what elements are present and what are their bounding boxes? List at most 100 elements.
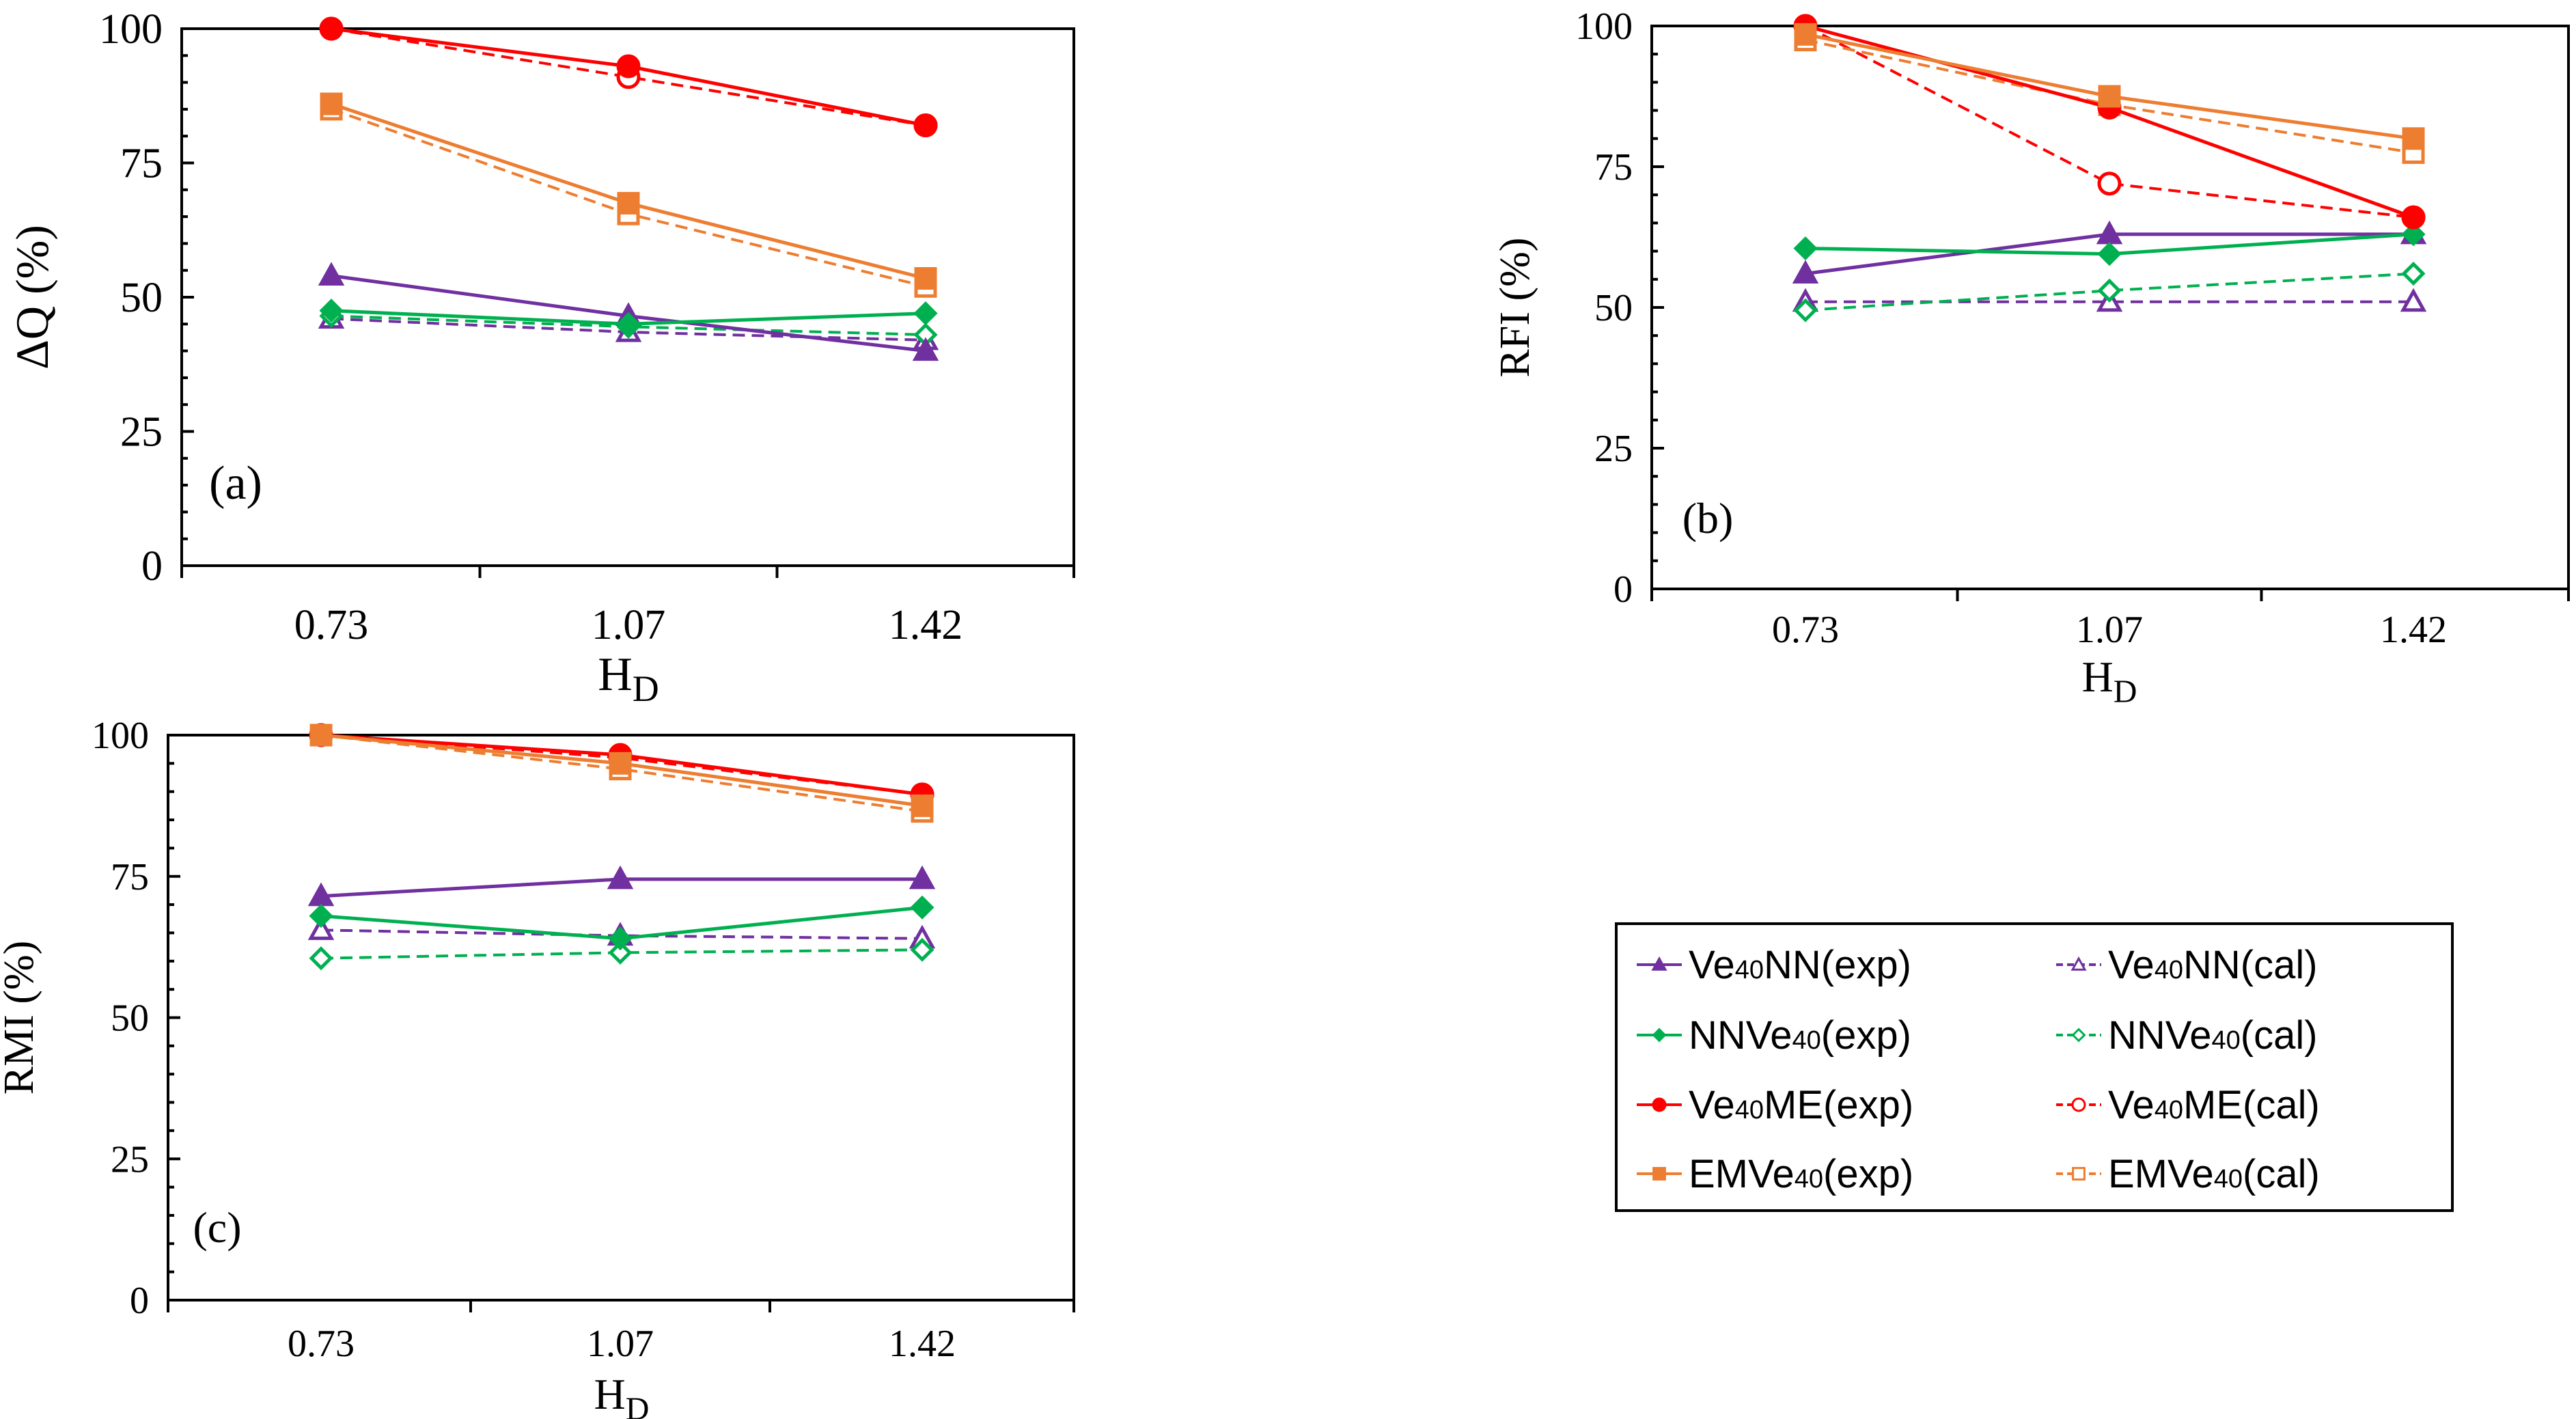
series-line — [320, 948, 923, 960]
legend-swatch-marker — [1652, 1097, 1667, 1112]
y-tick-label: 0 — [1614, 568, 1633, 611]
data-point — [607, 865, 634, 890]
y-tick-label: 75 — [120, 141, 163, 187]
series-line — [1805, 25, 2414, 219]
panel-label: (b) — [1682, 494, 1734, 542]
data-point — [2401, 222, 2426, 247]
data-point — [609, 752, 632, 775]
data-point — [911, 794, 934, 817]
y-tick-label: 100 — [99, 6, 163, 53]
data-point — [913, 113, 938, 137]
series-NNVe40-exp — [1793, 222, 2426, 266]
x-axis-title: HD — [2082, 652, 2137, 710]
chart-panel-3: 0 25 50 75 100 0.73 1.07 1.42 HD RMI (%) (c) — [0, 715, 1075, 1419]
panel-label: (a) — [209, 457, 262, 510]
y-tick-label: 50 — [111, 997, 149, 1040]
series-EMVe40-exp — [320, 92, 937, 290]
x-tick-label: 1.07 — [587, 1323, 654, 1365]
data-point — [2400, 288, 2427, 312]
data-point — [914, 266, 937, 290]
legend-label: NNVe40(exp) — [1689, 1013, 1911, 1058]
data-point — [1792, 260, 1819, 284]
x-tick-label: 1.42 — [889, 602, 963, 648]
x-axis-title: HD — [598, 648, 659, 709]
series-NNVe40-exp — [309, 895, 934, 951]
data-point — [2401, 205, 2426, 230]
x-tick-label: 1.07 — [592, 602, 666, 648]
legend-item-Ve40ME-exp: Ve40ME(exp) — [1637, 1083, 1913, 1127]
legend-swatch-marker — [2072, 1167, 2086, 1181]
data-point — [617, 191, 640, 215]
data-point — [320, 92, 343, 115]
data-point — [912, 337, 939, 361]
x-tick-label: 0.73 — [294, 602, 369, 648]
y-tick-label: 100 — [92, 715, 149, 757]
series-EMVe40-exp — [1794, 23, 2425, 150]
y-tick-label: 25 — [1594, 428, 1633, 470]
y-axis-title: RMI (%) — [0, 941, 42, 1095]
data-point — [910, 937, 934, 962]
legend-item-Ve40NN-cal: Ve40NN(cal) — [2056, 943, 2318, 987]
legend-swatch-marker — [2071, 956, 2087, 971]
legend-label: EMVe40(exp) — [1689, 1152, 1913, 1196]
series-line — [331, 102, 926, 280]
x-tick-label: 0.73 — [1772, 609, 1839, 651]
data-point — [1793, 236, 1818, 261]
y-tick-label: 75 — [1594, 146, 1633, 189]
y-tick-label: 50 — [1594, 287, 1633, 329]
legend-swatch-marker — [2071, 1097, 2086, 1112]
legend-label: EMVe40(cal) — [2108, 1152, 2320, 1196]
plot-area-frame — [180, 27, 1075, 567]
x-tick-label: 1.07 — [2076, 609, 2143, 651]
data-point — [309, 946, 333, 971]
y-axis-title: RFI (%) — [1492, 238, 1538, 378]
data-point — [309, 724, 333, 747]
series-line — [320, 734, 923, 813]
y-tick-label: 25 — [111, 1138, 149, 1181]
x-tick-label: 1.42 — [2380, 609, 2447, 651]
y-tick-label: 100 — [1575, 5, 1633, 48]
y-tick-label: 75 — [111, 856, 149, 898]
data-point — [2097, 242, 2122, 266]
legend-label: NNVe40(cal) — [2108, 1013, 2318, 1058]
legend-label: Ve40NN(exp) — [1689, 943, 1911, 987]
series-NNVe40-cal — [309, 937, 934, 971]
legend-item-NNVe40-cal: NNVe40(cal) — [2056, 1013, 2318, 1058]
series-Ve40ME-exp — [319, 16, 938, 137]
legend-item-Ve40NN-exp: Ve40NN(exp) — [1637, 943, 1911, 987]
x-tick-label: 0.73 — [288, 1323, 355, 1365]
legend-item-EMVe40-cal: EMVe40(cal) — [2056, 1152, 2320, 1196]
data-point — [2097, 171, 2122, 196]
data-point — [2402, 127, 2425, 150]
series-line — [320, 928, 923, 940]
y-axis-title: ΔQ (%) — [6, 225, 58, 370]
data-point — [318, 262, 345, 286]
legend-item-EMVe40-exp: EMVe40(exp) — [1637, 1152, 1913, 1196]
chart-panel-1: 0 25 50 75 100 0.73 1.07 1.42 HD ΔQ (%) (a) — [6, 6, 1075, 709]
legend: Ve40NN(exp) Ve40NN(cal) NNVe40(exp) NNVe40(… — [1615, 922, 2454, 1212]
legend-label: Ve40NN(cal) — [2108, 943, 2318, 987]
data-point — [1793, 298, 1818, 322]
panel-label: (c) — [193, 1203, 241, 1252]
legend-box — [1615, 922, 2454, 1212]
legend-swatch-marker — [2071, 1028, 2086, 1043]
series-NNVe40-cal — [1793, 262, 2426, 322]
legend-swatch-marker — [1652, 1167, 1666, 1181]
y-tick-label: 0 — [130, 1280, 149, 1322]
data-point — [913, 301, 938, 326]
legend-label: Ve40ME(exp) — [1689, 1083, 1913, 1127]
data-point — [616, 54, 641, 79]
data-point — [2098, 85, 2121, 108]
data-point — [1794, 23, 1817, 46]
data-point — [309, 904, 333, 928]
y-tick-label: 0 — [141, 543, 163, 590]
x-tick-label: 1.42 — [889, 1323, 956, 1365]
series-Ve40NN-exp — [307, 865, 936, 907]
chart-panel-2: 0 25 50 75 100 0.73 1.07 1.42 HD RFI (%) (b) — [1492, 5, 2570, 710]
data-point — [909, 865, 936, 890]
legend-swatch-marker — [1651, 956, 1667, 971]
data-point — [307, 916, 335, 940]
data-point — [319, 299, 344, 323]
legend-item-Ve40ME-cal: Ve40ME(cal) — [2056, 1083, 2320, 1127]
